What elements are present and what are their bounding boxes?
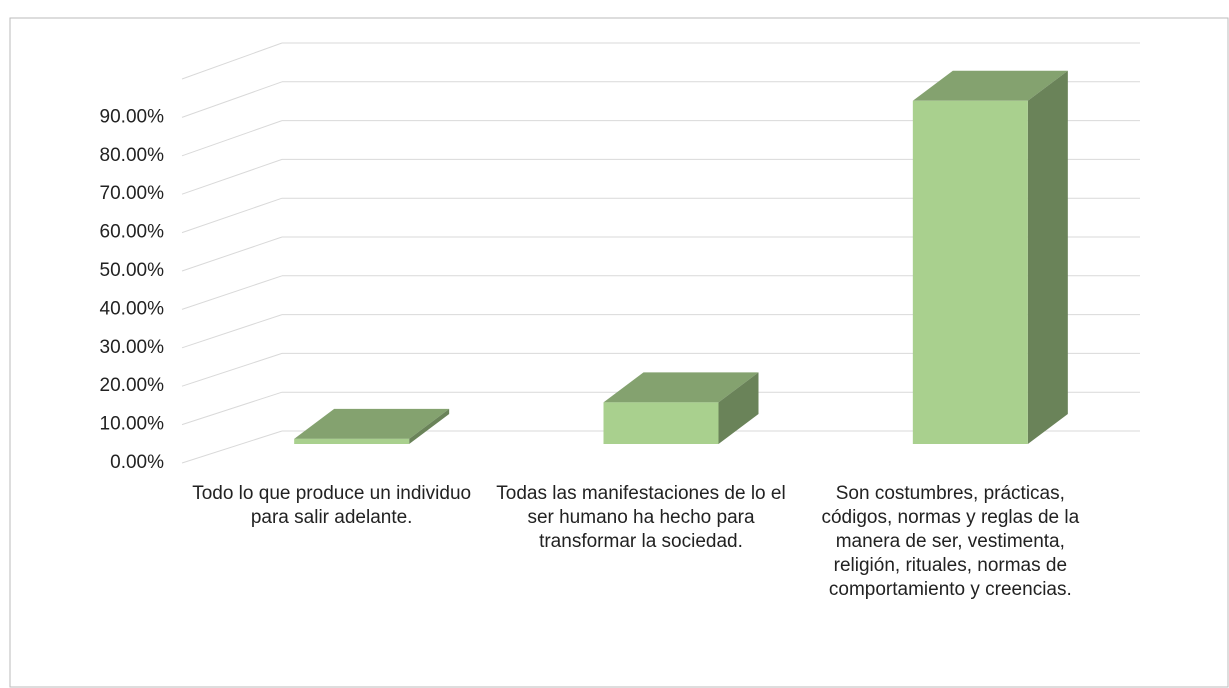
- grid-line: [181, 158, 283, 195]
- y-tick-label: 60.00%: [100, 222, 165, 243]
- x-tick-label: Son costumbres, prácticas, códigos, norm…: [821, 483, 1080, 600]
- bar: [294, 438, 410, 444]
- y-tick-label: 90.00%: [100, 106, 165, 127]
- grid-line: [181, 275, 283, 310]
- y-tick-label: 20.00%: [100, 375, 165, 396]
- bar-side: [1027, 70, 1068, 445]
- bar-side: [409, 408, 450, 444]
- bar-top: [912, 70, 1068, 101]
- y-tick-label: 50.00%: [100, 260, 165, 281]
- grid-line: [181, 120, 283, 157]
- y-tick-label: 10.00%: [100, 414, 165, 435]
- bar-side: [718, 372, 759, 444]
- grid-line: [181, 352, 283, 387]
- x-tick-label: Todo lo que produce un individuo para sa…: [192, 483, 472, 528]
- y-tick-label: 40.00%: [100, 298, 165, 319]
- grid-line: [181, 391, 283, 426]
- chart-frame: [9, 17, 1229, 688]
- x-tick-label: Todas las manifestaciones de lo el ser h…: [496, 483, 786, 552]
- bar-top: [603, 372, 759, 403]
- y-tick-label: 80.00%: [100, 145, 165, 166]
- grid-line: [181, 197, 283, 234]
- bar: [912, 100, 1028, 445]
- grid-line: [181, 236, 283, 272]
- y-tick-label: 0.00%: [110, 452, 164, 473]
- bar-top: [294, 408, 450, 439]
- y-tick-label: 70.00%: [100, 183, 165, 204]
- grid-line: [181, 430, 283, 464]
- bar: [603, 402, 719, 444]
- grid-line: [181, 42, 283, 80]
- grid-line: [181, 314, 283, 349]
- y-tick-label: 30.00%: [100, 337, 165, 358]
- grid-line: [181, 81, 283, 118]
